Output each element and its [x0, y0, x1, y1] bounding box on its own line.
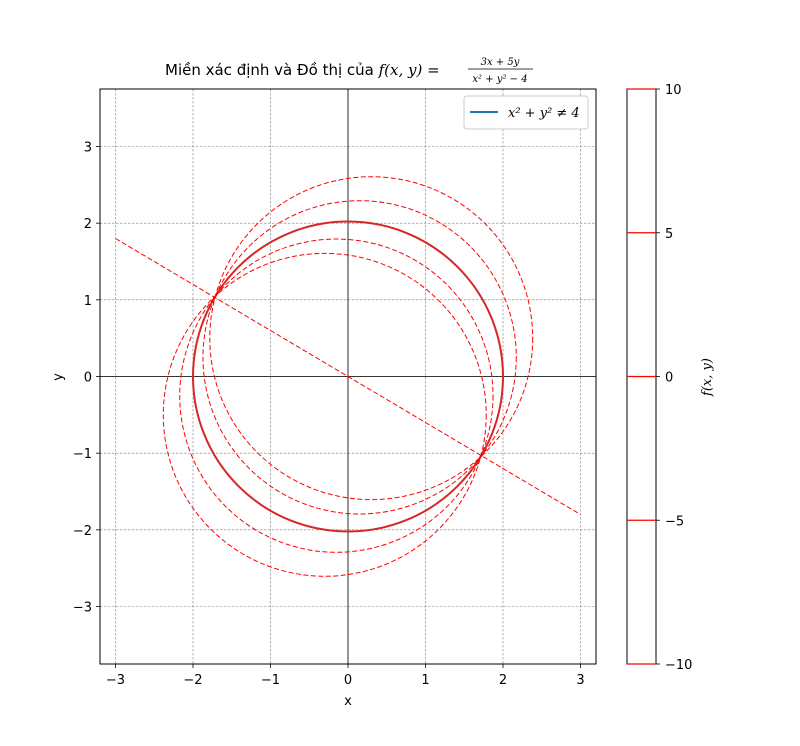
- svg-text:Miền xác định và Đồ thị của f(: Miền xác định và Đồ thị của f(x, y) =: [165, 61, 440, 79]
- x-tick-label: 1: [421, 673, 429, 688]
- x-tick-label: −2: [183, 673, 202, 688]
- y-tick-label: −3: [73, 601, 92, 616]
- contour-line-level-0: [115, 238, 581, 515]
- x-tick-label: 3: [576, 673, 584, 688]
- x-tick-label: 0: [344, 673, 352, 688]
- y-tick-label: 2: [84, 217, 92, 232]
- colorbar-tick-label: −10: [665, 658, 692, 673]
- title-denominator: x² + y² − 4: [472, 74, 527, 85]
- title-function: f(x, y) =: [378, 61, 440, 79]
- y-tick-label: −1: [73, 447, 92, 462]
- contour-circle-level-10: [202, 200, 517, 515]
- y-axis-label: y: [51, 373, 66, 381]
- y-tick-label: 3: [84, 141, 92, 156]
- legend-box: [463, 95, 589, 130]
- x-axis-label: x: [344, 694, 352, 709]
- x-tick-label: −3: [106, 673, 125, 688]
- legend: x² + y² ≠ 4: [463, 95, 589, 130]
- colorbar: 10 5 0 −5 −10 f(x, y): [626, 83, 715, 673]
- y-tick-label: −2: [73, 524, 92, 539]
- colorbar-tick-label: 0: [665, 371, 673, 386]
- boundary-circle: [192, 220, 504, 533]
- colorbar-tick-label: 10: [665, 83, 682, 98]
- contour-circle-level--5: [162, 252, 487, 577]
- contour-circle-level--10: [179, 238, 494, 553]
- contour-circle-level-5: [209, 176, 534, 501]
- title-prefix: Miền xác định và Đồ thị của: [165, 61, 379, 79]
- x-tick-label: 2: [499, 673, 507, 688]
- legend-label: x² + y² ≠ 4: [508, 106, 580, 121]
- colorbar-lines: [627, 88, 656, 665]
- colorbar-ticks: 10 5 0 −5 −10: [656, 83, 692, 673]
- series-layer: [115, 176, 581, 577]
- title-numerator: 3x + 5y: [481, 57, 520, 68]
- plot-area: −3 −2 −1 0 1 2 3 −3 −2 −1 0 1 2 3: [73, 88, 597, 689]
- y-tick-label: 1: [84, 294, 92, 309]
- colorbar-label: f(x, y): [700, 358, 715, 397]
- colorbar-tick-label: −5: [665, 514, 684, 529]
- chart-title: Miền xác định và Đồ thị của f(x, y) = 3x…: [165, 57, 533, 85]
- x-tick-label: −1: [261, 673, 280, 688]
- ticks: −3 −2 −1 0 1 2 3 −3 −2 −1 0 1 2 3: [73, 141, 585, 689]
- y-tick-label: 0: [84, 371, 92, 386]
- colorbar-tick-label: 5: [665, 227, 673, 242]
